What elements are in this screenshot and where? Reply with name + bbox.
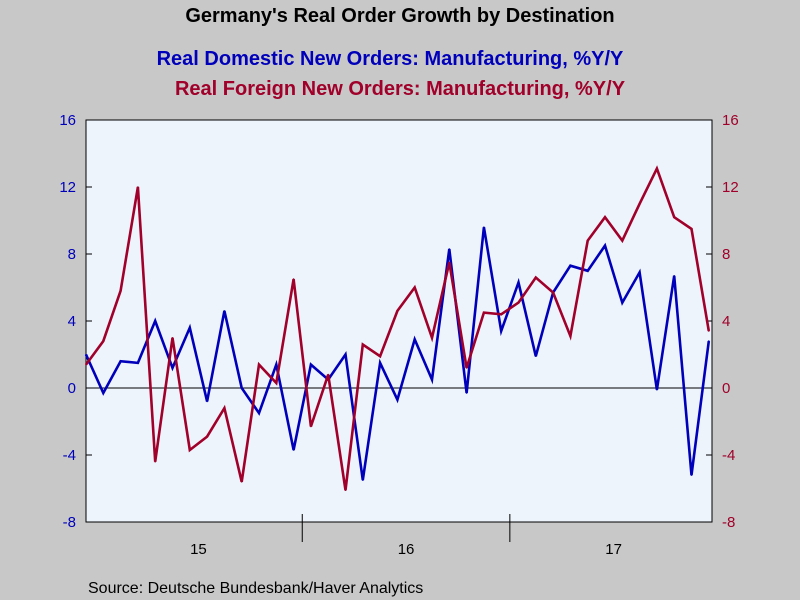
point-domestic — [189, 326, 191, 329]
point-domestic — [656, 388, 658, 391]
point-domestic — [292, 449, 295, 451]
point-domestic — [535, 355, 537, 358]
point-domestic — [396, 398, 399, 401]
x-tick-label: 17 — [605, 541, 622, 558]
point-foreign — [465, 367, 468, 369]
point-domestic — [85, 353, 87, 356]
point-foreign — [240, 481, 243, 483]
point-domestic — [102, 392, 105, 394]
chart-title: Germany's Real Order Growth by Destinati… — [185, 5, 614, 27]
point-foreign — [586, 239, 589, 242]
point-foreign — [171, 337, 174, 339]
source-note: Source: Deutsche Bundesbank/Haver Analyt… — [88, 580, 423, 597]
point-domestic — [413, 338, 416, 341]
point-foreign — [690, 228, 693, 230]
point-domestic — [621, 301, 624, 304]
point-domestic — [379, 362, 381, 364]
point-domestic — [586, 270, 589, 272]
legend-domestic: Real Domestic New Orders: Manufacturing,… — [157, 48, 624, 70]
x-tick-label: 15 — [190, 541, 207, 558]
point-foreign — [362, 343, 364, 346]
y-tick-label-right: -8 — [722, 514, 735, 531]
point-domestic — [431, 378, 433, 381]
point-domestic — [206, 400, 208, 403]
y-tick-label-left: 16 — [59, 112, 76, 129]
point-domestic — [171, 367, 174, 369]
y-tick-label-left: -8 — [63, 514, 76, 531]
point-domestic — [483, 226, 485, 228]
point-domestic — [362, 479, 364, 481]
point-domestic — [275, 363, 278, 366]
point-foreign — [431, 337, 433, 339]
point-domestic — [154, 320, 156, 322]
y-tick-label-right: 0 — [722, 380, 730, 397]
point-foreign — [137, 186, 139, 188]
point-domestic — [344, 353, 347, 356]
y-tick-label-left: 4 — [68, 313, 76, 330]
point-domestic — [119, 360, 122, 363]
legend-foreign: Real Foreign New Orders: Manufacturing, … — [175, 78, 626, 100]
point-foreign — [413, 286, 416, 289]
point-foreign — [483, 311, 485, 314]
y-tick-label-right: 16 — [722, 112, 739, 129]
point-domestic — [569, 264, 572, 267]
point-domestic — [448, 248, 451, 250]
point-domestic — [673, 275, 675, 277]
point-foreign — [448, 261, 451, 264]
point-domestic — [708, 340, 710, 342]
point-foreign — [189, 449, 191, 451]
point-foreign — [517, 301, 520, 304]
point-foreign — [656, 167, 658, 170]
point-foreign — [327, 373, 330, 376]
point-domestic — [310, 363, 312, 366]
series-lines — [84, 165, 711, 492]
point-foreign — [604, 216, 606, 218]
point-foreign — [344, 489, 347, 492]
y-tick-label-right: 8 — [722, 246, 730, 263]
point-foreign — [638, 203, 641, 205]
point-foreign — [258, 363, 260, 366]
point-foreign — [569, 335, 572, 337]
point-foreign — [119, 290, 122, 292]
point-domestic — [465, 392, 468, 394]
point-foreign — [85, 363, 87, 366]
plot-area — [85, 119, 713, 523]
point-foreign — [535, 276, 537, 279]
y-tick-label-left: 8 — [68, 246, 76, 263]
point-foreign — [223, 407, 226, 409]
point-foreign — [500, 313, 503, 316]
point-foreign — [102, 340, 105, 342]
y-tick-label-left: 0 — [68, 380, 76, 397]
point-domestic — [638, 271, 641, 274]
y-tick-label-right: 4 — [722, 313, 730, 330]
point-foreign — [708, 330, 710, 332]
point-foreign — [275, 382, 278, 384]
y-tick-label-right: -4 — [722, 447, 735, 464]
point-foreign — [396, 310, 399, 312]
point-foreign — [379, 355, 381, 358]
point-domestic — [604, 244, 606, 247]
axes: 16 16 12 12 8 8 4 4 0 0 -4 -4 -8 -8 15 16 17 — [59, 112, 738, 558]
point-domestic — [223, 310, 226, 312]
y-tick-label-left: 12 — [59, 179, 76, 196]
y-tick-label-right: 12 — [722, 179, 739, 196]
point-domestic — [258, 412, 260, 414]
point-domestic — [137, 362, 139, 364]
point-foreign — [621, 239, 624, 242]
point-foreign — [310, 425, 312, 428]
y-tick-label-left: -4 — [63, 447, 76, 464]
point-foreign — [206, 435, 208, 438]
point-foreign — [154, 460, 156, 463]
point-foreign — [673, 216, 675, 218]
x-tick-label: 16 — [398, 541, 415, 558]
point-domestic — [517, 281, 520, 284]
point-foreign — [292, 278, 295, 280]
point-foreign — [552, 291, 554, 294]
point-domestic — [500, 330, 503, 332]
point-domestic — [690, 474, 693, 476]
point-domestic — [240, 387, 243, 389]
